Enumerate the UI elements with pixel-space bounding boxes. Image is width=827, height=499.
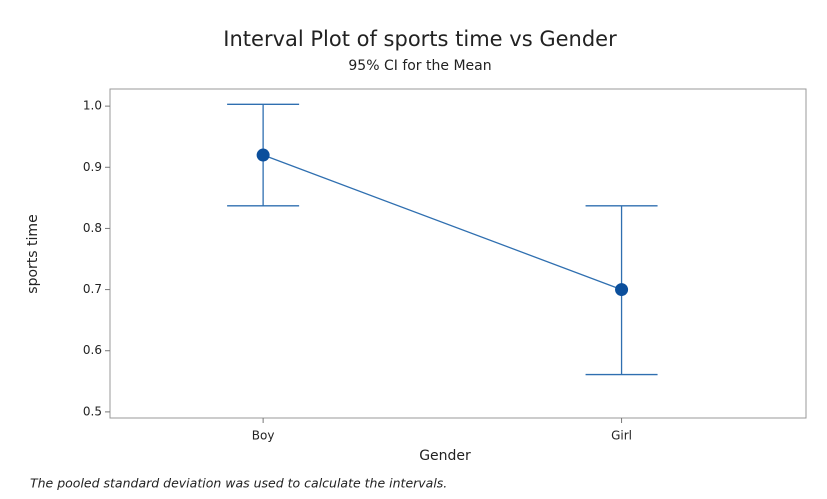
y-tick-label: 0.9 — [83, 160, 102, 174]
y-tick-label: 0.8 — [83, 221, 102, 235]
y-tick-label: 0.5 — [83, 404, 102, 418]
mean-marker — [615, 283, 629, 297]
x-axis-label: Gender — [419, 448, 471, 464]
plot-frame — [109, 88, 807, 419]
footnote: The pooled standard deviation was used t… — [30, 476, 447, 491]
x-tick-label: Boy — [252, 429, 275, 443]
chart-title: Interval Plot of sports time vs Gender — [223, 27, 617, 51]
mean-marker — [256, 148, 270, 162]
chart-subtitle: 95% CI for the Mean — [348, 58, 491, 74]
y-axis-label: sports time — [25, 214, 41, 293]
y-tick-label: 0.7 — [83, 282, 102, 296]
y-tick-label: 1.0 — [83, 99, 102, 113]
y-tick-label: 0.6 — [83, 343, 102, 357]
mean-line — [262, 154, 622, 291]
x-tick-label: Girl — [611, 429, 632, 443]
